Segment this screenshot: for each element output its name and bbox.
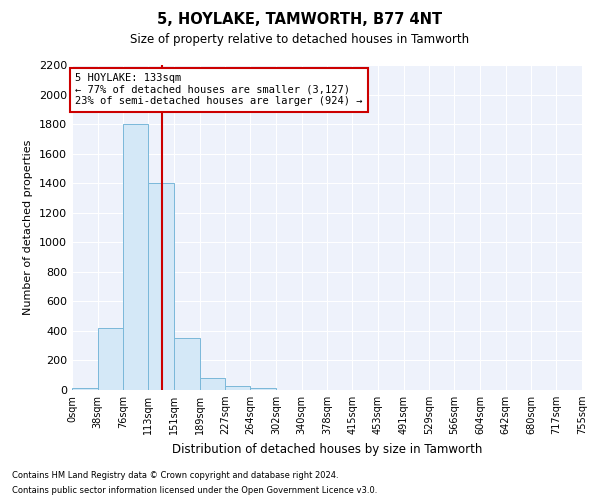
Bar bbox=[148, 183, 174, 390]
Y-axis label: Number of detached properties: Number of detached properties bbox=[23, 140, 34, 315]
Text: 5 HOYLAKE: 133sqm
← 77% of detached houses are smaller (3,127)
23% of semi-detac: 5 HOYLAKE: 133sqm ← 77% of detached hous… bbox=[76, 73, 363, 106]
Text: Contains public sector information licensed under the Open Government Licence v3: Contains public sector information licen… bbox=[12, 486, 377, 495]
X-axis label: Distribution of detached houses by size in Tamworth: Distribution of detached houses by size … bbox=[172, 442, 482, 456]
Text: Size of property relative to detached houses in Tamworth: Size of property relative to detached ho… bbox=[130, 32, 470, 46]
Bar bbox=[124, 124, 148, 390]
Bar bbox=[250, 388, 276, 390]
Text: 5, HOYLAKE, TAMWORTH, B77 4NT: 5, HOYLAKE, TAMWORTH, B77 4NT bbox=[157, 12, 443, 28]
Bar bbox=[98, 328, 124, 390]
Bar bbox=[72, 388, 98, 390]
Bar bbox=[226, 386, 250, 390]
Bar bbox=[174, 338, 200, 390]
Text: Contains HM Land Registry data © Crown copyright and database right 2024.: Contains HM Land Registry data © Crown c… bbox=[12, 471, 338, 480]
Bar bbox=[200, 378, 226, 390]
